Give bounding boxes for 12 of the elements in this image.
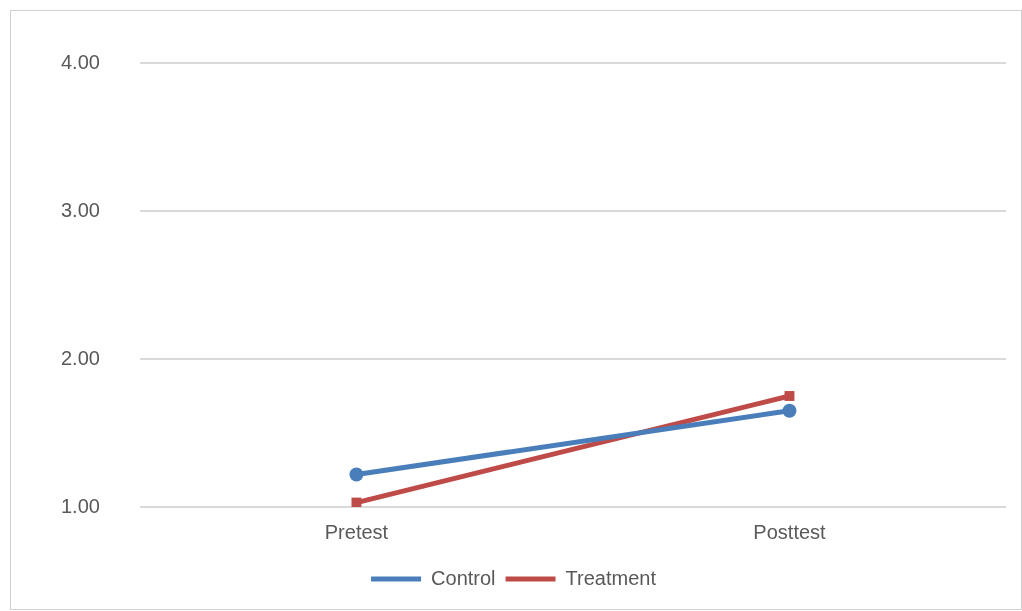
- point: [782, 403, 797, 418]
- y-tick-label: 2.00: [60, 346, 100, 369]
- legend-label: Control: [431, 566, 496, 589]
- y-tick-label: 4.00: [60, 50, 100, 73]
- x-tick-label: Posttest: [753, 520, 827, 543]
- point: [351, 497, 362, 507]
- legend-label: Treatment: [565, 566, 657, 589]
- y-tick-label: 1.00: [60, 494, 100, 517]
- point: [349, 467, 364, 482]
- y-tick-label: 3.00: [60, 198, 100, 221]
- x-tick-label: Pretest: [324, 520, 389, 543]
- point: [784, 391, 795, 401]
